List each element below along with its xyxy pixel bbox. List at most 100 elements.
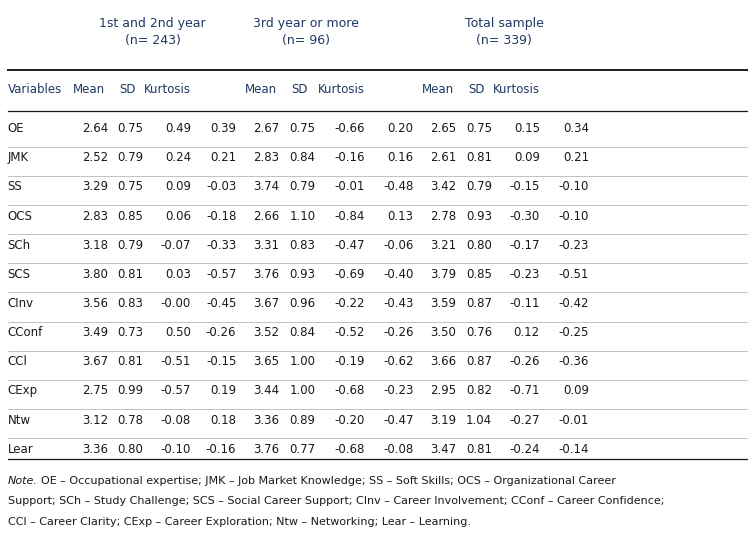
Text: 3.52: 3.52 [254, 326, 279, 339]
Text: 0.15: 0.15 [514, 122, 540, 135]
Text: 3.36: 3.36 [254, 414, 279, 427]
Text: 0.96: 0.96 [289, 297, 316, 310]
Text: Mean: Mean [245, 83, 276, 96]
Text: 0.21: 0.21 [210, 151, 236, 164]
Text: -0.66: -0.66 [334, 122, 365, 135]
Text: 0.80: 0.80 [467, 239, 492, 252]
Text: 3.67: 3.67 [253, 297, 279, 310]
Text: 0.83: 0.83 [290, 239, 316, 252]
Text: -0.27: -0.27 [510, 414, 540, 427]
Text: JMK: JMK [8, 151, 29, 164]
Text: -0.03: -0.03 [206, 180, 236, 193]
Text: 0.79: 0.79 [289, 180, 316, 193]
Text: 0.73: 0.73 [118, 326, 143, 339]
Text: 3.21: 3.21 [430, 239, 456, 252]
Text: -0.84: -0.84 [334, 210, 365, 222]
Text: Kurtosis: Kurtosis [318, 83, 365, 96]
Text: -0.23: -0.23 [510, 268, 540, 281]
Text: 0.20: 0.20 [388, 122, 414, 135]
Text: -0.11: -0.11 [510, 297, 540, 310]
Text: -0.25: -0.25 [559, 326, 589, 339]
Text: 0.39: 0.39 [211, 122, 236, 135]
Text: -0.62: -0.62 [384, 355, 414, 368]
Text: 0.21: 0.21 [562, 151, 589, 164]
Text: -0.22: -0.22 [334, 297, 365, 310]
Text: -0.08: -0.08 [384, 443, 414, 456]
Text: 3.44: 3.44 [253, 384, 279, 397]
Text: 0.81: 0.81 [118, 268, 143, 281]
Text: 2.66: 2.66 [253, 210, 279, 222]
Text: -0.19: -0.19 [334, 355, 365, 368]
Text: OE: OE [8, 122, 24, 135]
Text: 0.49: 0.49 [165, 122, 191, 135]
Text: 0.77: 0.77 [289, 443, 316, 456]
Text: 0.79: 0.79 [466, 180, 492, 193]
Text: OCS: OCS [8, 210, 32, 222]
Text: CCl: CCl [8, 355, 27, 368]
Text: 0.09: 0.09 [514, 151, 540, 164]
Text: 0.79: 0.79 [117, 239, 143, 252]
Text: 0.12: 0.12 [513, 326, 540, 339]
Text: 0.81: 0.81 [467, 443, 492, 456]
Text: CConf: CConf [8, 326, 43, 339]
Text: 0.19: 0.19 [210, 384, 236, 397]
Text: -0.23: -0.23 [384, 384, 414, 397]
Text: 3.29: 3.29 [82, 180, 108, 193]
Text: 1.10: 1.10 [289, 210, 316, 222]
Text: -0.16: -0.16 [206, 443, 236, 456]
Text: Ntw: Ntw [8, 414, 31, 427]
Text: 3.80: 3.80 [82, 268, 108, 281]
Text: 0.76: 0.76 [466, 326, 492, 339]
Text: -0.47: -0.47 [334, 239, 365, 252]
Text: Kurtosis: Kurtosis [493, 83, 540, 96]
Text: -0.14: -0.14 [559, 443, 589, 456]
Text: -0.68: -0.68 [334, 443, 365, 456]
Text: -0.26: -0.26 [206, 326, 236, 339]
Text: CExp: CExp [8, 384, 38, 397]
Text: 3.18: 3.18 [82, 239, 108, 252]
Text: -0.40: -0.40 [384, 268, 414, 281]
Text: -0.17: -0.17 [510, 239, 540, 252]
Text: 1st and 2nd year
(n= 243): 1st and 2nd year (n= 243) [99, 17, 206, 48]
Text: OE – Occupational expertise; JMK – Job Market Knowledge; SS – Soft Skills; OCS –: OE – Occupational expertise; JMK – Job M… [41, 476, 615, 485]
Text: 3.76: 3.76 [253, 443, 279, 456]
Text: -0.18: -0.18 [206, 210, 236, 222]
Text: 2.64: 2.64 [82, 122, 108, 135]
Text: 3.36: 3.36 [82, 443, 108, 456]
Text: -0.15: -0.15 [206, 355, 236, 368]
Text: -0.51: -0.51 [559, 268, 589, 281]
Text: -0.68: -0.68 [334, 384, 365, 397]
Text: -0.00: -0.00 [161, 297, 191, 310]
Text: CInv: CInv [8, 297, 34, 310]
Text: 0.93: 0.93 [290, 268, 316, 281]
Text: -0.24: -0.24 [510, 443, 540, 456]
Text: -0.06: -0.06 [384, 239, 414, 252]
Text: -0.57: -0.57 [206, 268, 236, 281]
Text: 2.52: 2.52 [82, 151, 108, 164]
Text: 0.06: 0.06 [165, 210, 191, 222]
Text: Mean: Mean [421, 83, 454, 96]
Text: -0.26: -0.26 [384, 326, 414, 339]
Text: -0.69: -0.69 [334, 268, 365, 281]
Text: 3rd year or more
(n= 96): 3rd year or more (n= 96) [253, 17, 359, 48]
Text: 1.00: 1.00 [290, 384, 316, 397]
Text: 0.81: 0.81 [118, 355, 143, 368]
Text: -0.52: -0.52 [334, 326, 365, 339]
Text: SD: SD [291, 83, 308, 96]
Text: 3.59: 3.59 [430, 297, 456, 310]
Text: 0.93: 0.93 [467, 210, 492, 222]
Text: -0.26: -0.26 [510, 355, 540, 368]
Text: -0.43: -0.43 [384, 297, 414, 310]
Text: 0.84: 0.84 [290, 151, 316, 164]
Text: 3.56: 3.56 [82, 297, 108, 310]
Text: Total sample
(n= 339): Total sample (n= 339) [465, 17, 544, 48]
Text: -0.33: -0.33 [206, 239, 236, 252]
Text: -0.08: -0.08 [161, 414, 191, 427]
Text: 1.04: 1.04 [466, 414, 492, 427]
Text: 1.00: 1.00 [290, 355, 316, 368]
Text: 3.50: 3.50 [430, 326, 456, 339]
Text: 2.83: 2.83 [82, 210, 108, 222]
Text: 0.82: 0.82 [467, 384, 492, 397]
Text: 0.84: 0.84 [290, 326, 316, 339]
Text: -0.42: -0.42 [559, 297, 589, 310]
